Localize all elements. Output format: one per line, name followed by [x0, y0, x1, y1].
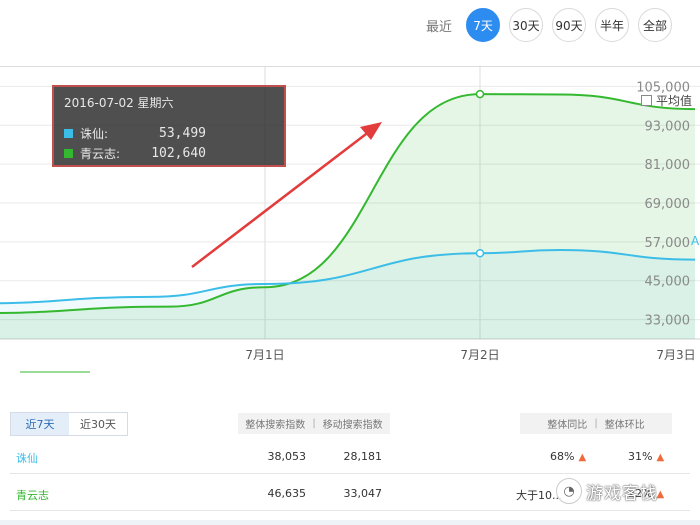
highlight-arrow: [191, 130, 371, 268]
row-mobile-index: 28,181: [343, 450, 383, 463]
header-yoy: 整体同比: [547, 420, 588, 431]
tab-30-days[interactable]: 近30天: [69, 413, 127, 435]
hover-markers: [475, 89, 485, 258]
trend-chart: 105,000 93,000 81,000 69,000 57,000 45,000 33,…: [0, 67, 700, 373]
period-tabs: 近7天 近30天: [10, 412, 128, 436]
y-tick-label: 105,000: [636, 80, 690, 95]
watermark: ◔ 游戏客栈: [556, 478, 658, 504]
tooltip-series-value: 53,499: [159, 125, 206, 141]
tooltip-series-value: 102,640: [151, 145, 206, 161]
row-yoy: 68% ▲: [550, 450, 586, 463]
header-separator: |: [594, 418, 598, 429]
annotations: A: [20, 122, 700, 373]
row-name[interactable]: 青云志: [16, 489, 49, 502]
chart-tooltip: 2016-07-02 星期六 诛仙: 53,499 青云志: 102,640: [52, 85, 286, 167]
range-selector: 最近 7天 30天 90天 半年 全部: [426, 8, 681, 42]
wechat-icon: ◔: [556, 478, 582, 504]
table-row: 诛仙 38,053 28,181 68% ▲ 31% ▲: [10, 438, 690, 474]
data-point-marker: [475, 89, 485, 99]
row-mom: 31% ▲: [628, 450, 664, 463]
row-mom-value: 22%: [628, 487, 653, 500]
watermark-text: 游戏客栈: [586, 483, 658, 504]
range-half-year-button[interactable]: 半年: [595, 8, 630, 42]
range-30d-button[interactable]: 30天: [509, 8, 544, 42]
area-fills: [0, 94, 695, 339]
y-axis: 105,000 93,000 81,000 69,000 57,000 45,000 33,…: [636, 80, 690, 328]
row-overall-index: 46,635: [267, 487, 307, 500]
data-point-marker: [475, 248, 485, 258]
tooltip-row: 诛仙: 53,499: [64, 123, 274, 143]
header-mom: 整体环比: [604, 420, 645, 431]
row-overall-index: 38,053: [267, 450, 307, 463]
x-axis: 7月1日 7月2日 7月3日: [245, 348, 695, 362]
bottom-bar: [0, 520, 700, 525]
x-tick-label: 7月3日: [656, 348, 695, 362]
up-arrow-icon: ▲: [656, 489, 665, 500]
series-line-0: [0, 248, 696, 305]
average-toggle[interactable]: 平均值: [641, 92, 692, 109]
x-tick-label: 7月2日: [460, 348, 499, 362]
tab-7-days[interactable]: 近7天: [11, 413, 69, 435]
range-label: 最近: [426, 19, 453, 35]
series-lines: [0, 93, 696, 314]
table-header-compare: 整体同比 | 整体环比: [520, 413, 672, 434]
legend-swatch: [64, 148, 73, 158]
y-tick-label: 45,000: [645, 275, 691, 290]
row-mom: 22% ▲: [628, 487, 664, 500]
up-arrow-icon: ▲: [578, 452, 587, 463]
up-arrow-icon: ▲: [656, 452, 665, 463]
edge-label: A: [691, 234, 700, 248]
y-tick-label: 69,000: [645, 197, 691, 212]
average-label: 平均值: [656, 94, 693, 108]
y-tick-label: 93,000: [645, 119, 691, 134]
average-checkbox[interactable]: [641, 95, 652, 106]
grid: [0, 67, 700, 340]
y-tick-label: 57,000: [645, 236, 691, 251]
arrow-head-icon: [360, 122, 382, 140]
series-area-1: [0, 94, 695, 339]
row-mobile-index: 33,047: [343, 487, 383, 500]
tooltip-series-name: 诛仙:: [80, 126, 109, 141]
row-yoy: 大于10...: [516, 487, 563, 503]
tooltip-date: 2016-07-02 星期六: [64, 96, 174, 110]
tooltip-row: 青云志: 102,640: [64, 143, 274, 163]
table-header-index: 整体搜索指数 | 移动搜索指数: [238, 413, 390, 434]
header-overall-index: 整体搜索指数: [245, 420, 306, 431]
series-line-1: [0, 93, 696, 314]
y-tick-label: 33,000: [645, 314, 691, 329]
x-tick-label: 7月1日: [245, 348, 284, 362]
range-all-button[interactable]: 全部: [638, 8, 673, 42]
tooltip-series-name: 青云志:: [80, 146, 121, 161]
table-row: 青云志 46,635 33,047 大于10... 22% ▲: [10, 475, 690, 511]
range-7d-button[interactable]: 7天: [466, 8, 501, 42]
divider: [0, 66, 700, 67]
y-tick-label: 81,000: [645, 158, 691, 173]
header-mobile-index: 移动搜索指数: [322, 420, 383, 431]
row-yoy-value: 大于10...: [516, 489, 563, 502]
legend-swatch: [64, 128, 73, 138]
row-mom-value: 31%: [628, 450, 653, 463]
range-90d-button[interactable]: 90天: [552, 8, 587, 42]
series-area-0: [0, 249, 695, 339]
header-separator: |: [312, 418, 316, 429]
row-name[interactable]: 诛仙: [16, 452, 38, 465]
row-yoy-value: 68%: [550, 450, 575, 463]
